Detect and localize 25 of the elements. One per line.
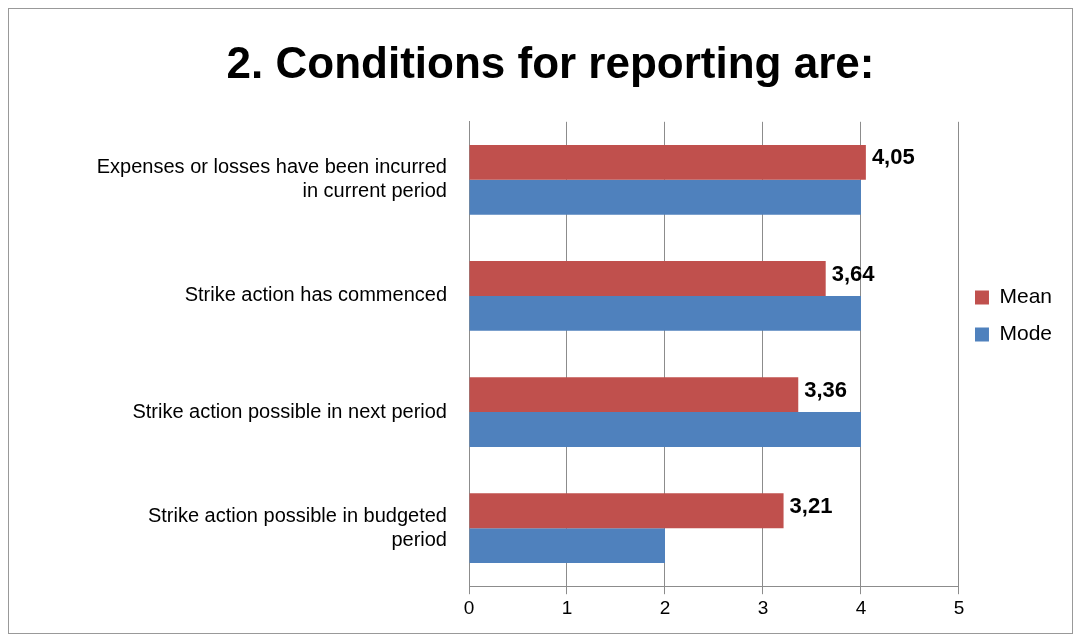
- chart-title: 2. Conditions for reporting are:: [226, 37, 875, 87]
- data-label: 3,21: [789, 492, 833, 518]
- y-tick-label: Strike action has commenced: [184, 283, 447, 306]
- data-label: 3,36: [804, 376, 848, 402]
- x-tick-label: 4: [855, 596, 867, 618]
- bar: [469, 493, 784, 529]
- x-tick-label: 1: [561, 596, 573, 618]
- y-tick-label: Strike action possible in budgeted period: [147, 503, 447, 550]
- bar: [469, 412, 861, 447]
- x-tick-label: 0: [463, 596, 475, 618]
- data-label: 4,05: [871, 144, 915, 170]
- bar: [469, 145, 866, 180]
- x-tick-label: 3: [757, 596, 769, 618]
- y-tick-label: Strike action possible in next period: [132, 399, 447, 422]
- bar: [469, 528, 665, 563]
- bar: [469, 261, 826, 296]
- legend-label: Mean: [999, 284, 1052, 308]
- bar: [469, 295, 861, 331]
- legend-label: Mode: [999, 321, 1052, 345]
- y-tick-label: Expenses or losses have been incurred in current period: [96, 155, 447, 202]
- x-tick-label: 5: [953, 596, 965, 618]
- bar: [469, 179, 861, 215]
- x-tick-label: 2: [659, 596, 671, 618]
- data-label: 3,64: [831, 260, 876, 286]
- bar: [469, 377, 799, 413]
